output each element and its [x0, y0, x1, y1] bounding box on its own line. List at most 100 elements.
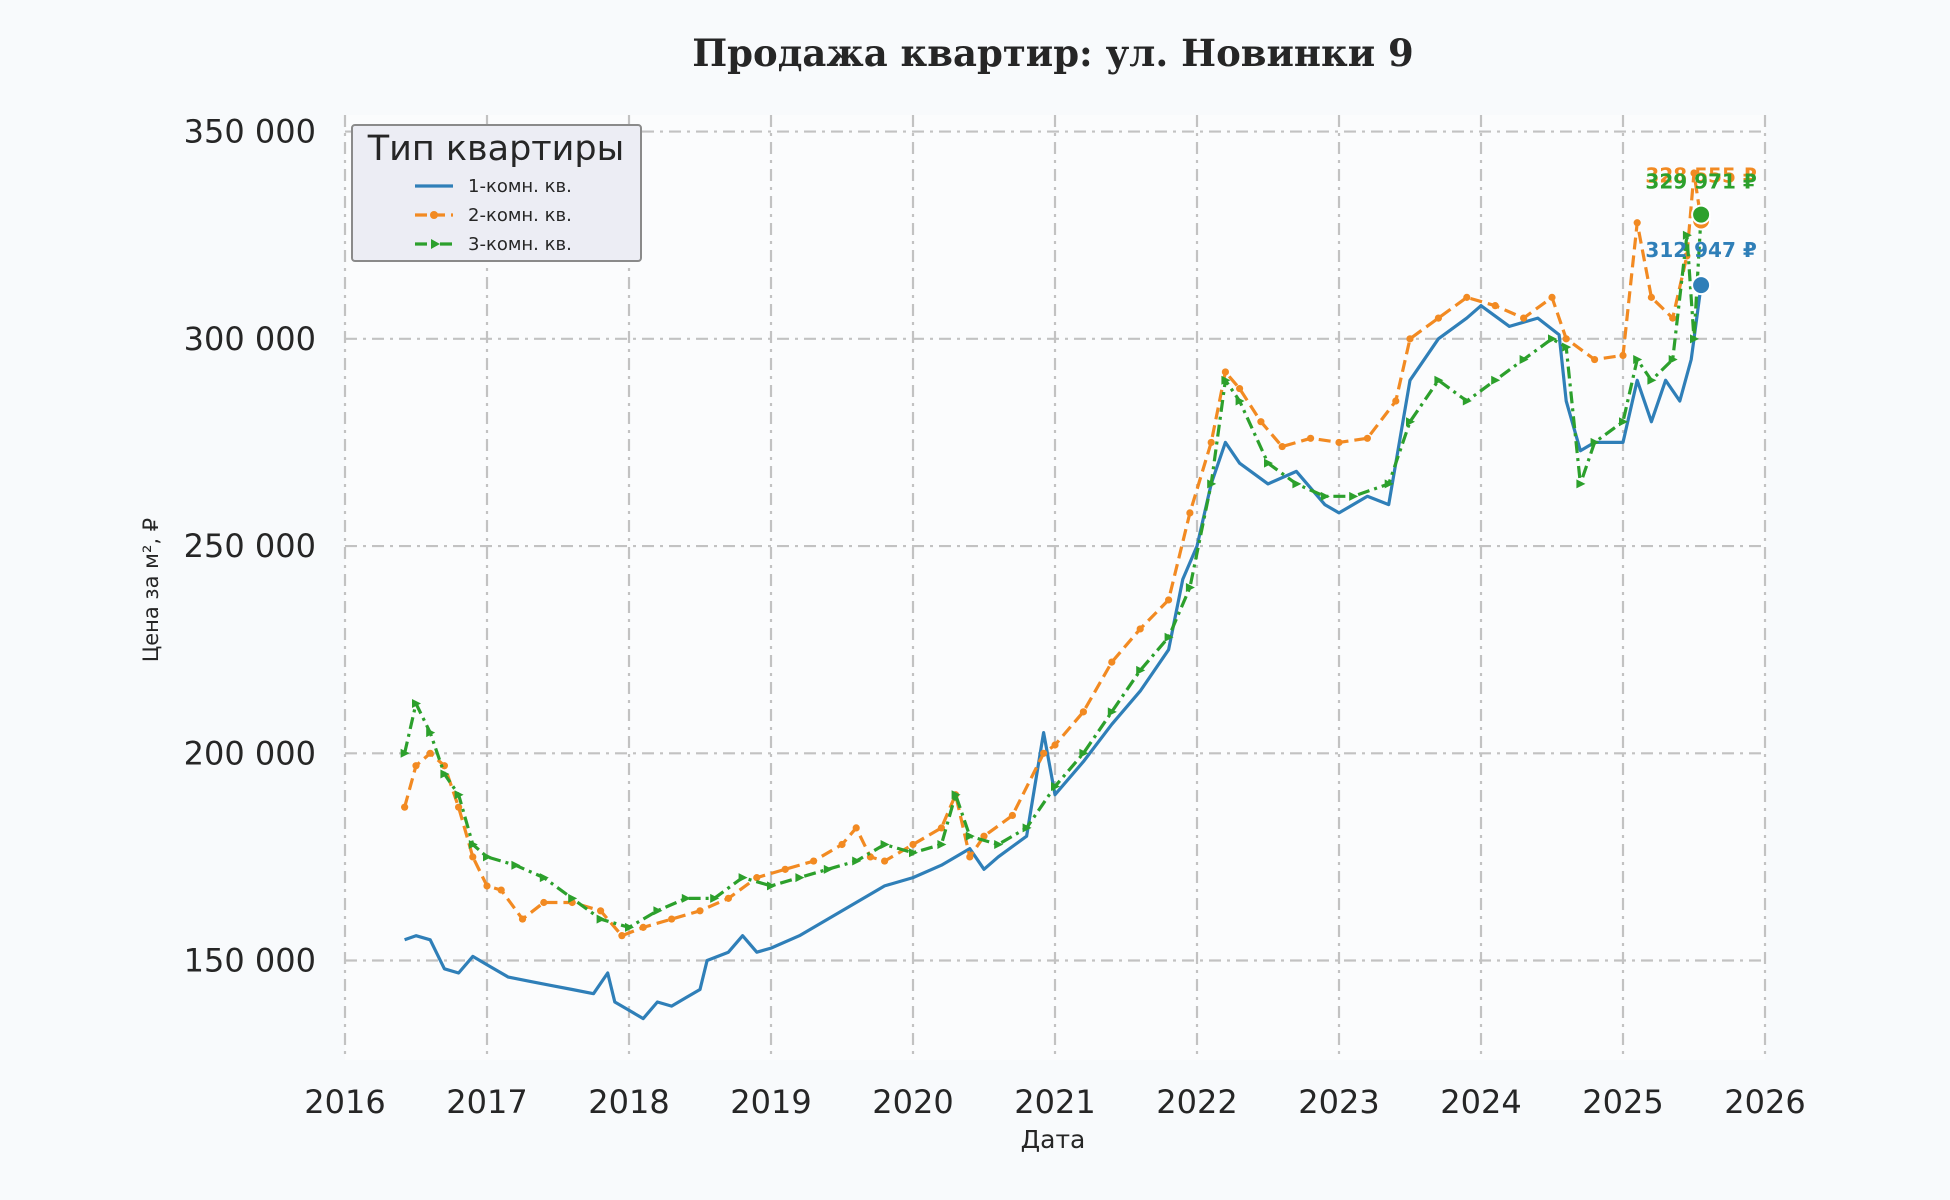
data-point: [1520, 314, 1528, 322]
data-point: [653, 906, 663, 916]
data-point: [518, 915, 527, 923]
series-lines: [400, 169, 1707, 1021]
data-point: [1591, 355, 1599, 364]
legend-label: 1-комн. кв.: [468, 176, 572, 197]
data-point: [1682, 230, 1692, 240]
y-tick-label: 200 000: [184, 734, 316, 772]
data-point: [966, 853, 974, 861]
data-point: [668, 915, 676, 923]
x-tick-label: 2026: [1724, 1083, 1805, 1121]
data-point: [937, 824, 946, 832]
data-point: [1548, 293, 1556, 301]
data-point: [1491, 302, 1499, 310]
x-axis-ticks: 2016 2017 2018 2019 2020 2021 2022 2023 2024 2025…: [304, 1083, 1805, 1121]
data-point: [1619, 417, 1628, 427]
data-point: [1647, 293, 1655, 301]
data-point: [1236, 384, 1244, 393]
data-point: [440, 762, 448, 770]
data-point: [1320, 491, 1330, 501]
y-tick-label: 350 000: [184, 113, 316, 151]
data-point: [412, 762, 420, 770]
data-point: [1491, 375, 1501, 385]
legend-entry: 2-комн. кв.: [415, 205, 572, 226]
legend-label: 3-комн. кв.: [468, 234, 572, 255]
data-point: [681, 893, 691, 903]
data-point: [881, 857, 889, 865]
data-point: [1462, 396, 1472, 406]
data-point: [767, 881, 776, 891]
data-point: [724, 894, 733, 902]
data-point: [426, 749, 434, 757]
x-tick-label: 2023: [1298, 1083, 1379, 1121]
legend: Тип квартиры 1-комн. кв. 2-комн. кв. 3-ком…: [351, 124, 642, 262]
data-point: [1434, 314, 1442, 322]
series-3: [400, 210, 1707, 932]
x-tick-label: 2022: [1156, 1083, 1237, 1121]
data-point: [469, 853, 477, 861]
legend-entries: 1-комн. кв. 2-комн. кв. 3-комн. кв.: [415, 176, 572, 255]
series-line: [403, 214, 1703, 930]
x-tick-label: 2016: [304, 1083, 385, 1121]
legend-title: Тип квартиры: [367, 129, 625, 169]
y-tick-label: 300 000: [184, 320, 316, 358]
data-point: [1136, 665, 1146, 675]
data-point: [1562, 342, 1572, 352]
data-point: [1307, 434, 1315, 442]
data-point: [1349, 491, 1359, 501]
series-endpoint: [1691, 204, 1712, 225]
x-tick-label: 2017: [446, 1083, 527, 1121]
data-point: [937, 839, 947, 849]
data-point: [1576, 479, 1586, 489]
data-point: [951, 790, 961, 800]
data-point: [539, 873, 549, 883]
series-line: [404, 284, 1703, 1021]
data-point: [852, 824, 860, 832]
legend-label: 2-комн. кв.: [468, 205, 572, 226]
data-point: [412, 699, 421, 709]
data-point: [1434, 375, 1444, 385]
data-point: [401, 803, 409, 811]
data-point: [440, 769, 450, 779]
x-tick-label: 2024: [1440, 1083, 1521, 1121]
data-point: [454, 790, 464, 800]
y-axis-label: Цена за м², ₽: [139, 518, 163, 662]
x-axis-label: Дата: [1021, 1125, 1086, 1154]
data-point: [965, 831, 975, 841]
data-point: [455, 803, 463, 811]
data-point: [483, 882, 491, 890]
data-point: [838, 840, 846, 849]
data-point: [1392, 397, 1400, 405]
data-point: [426, 728, 436, 738]
data-point: [1633, 219, 1641, 227]
data-point: [511, 860, 521, 870]
data-point: [1590, 437, 1600, 447]
data-point: [618, 932, 626, 940]
chart-title: Продажа квартир: ул. Новинки 9: [692, 31, 1414, 75]
legend-box: [351, 124, 642, 262]
data-point: [1406, 335, 1414, 343]
series-endpoint: [1691, 275, 1712, 296]
data-point: [1186, 509, 1194, 517]
data-point: [1519, 355, 1529, 365]
data-point: [625, 922, 634, 932]
series-end-label: 329 971 ₽: [1645, 170, 1756, 194]
data-point: [1463, 293, 1471, 301]
data-point: [468, 839, 478, 849]
data-point: [1008, 811, 1017, 820]
data-point: [1690, 169, 1698, 177]
data-point: [1548, 334, 1557, 344]
data-point: [1257, 418, 1265, 426]
data-point: [1221, 368, 1229, 376]
data-point: [1292, 479, 1302, 489]
series-endpoints: 312 947 ₽ 328 555 ₽329 971 ₽: [1645, 163, 1757, 296]
data-point: [1633, 355, 1643, 365]
data-point: [1264, 458, 1273, 468]
data-point: [497, 886, 505, 894]
data-point: [596, 914, 606, 924]
data-point: [1207, 438, 1215, 447]
data-point: [1107, 707, 1117, 717]
data-point: [753, 874, 761, 882]
data-point: [1363, 434, 1371, 442]
data-point: [1384, 479, 1394, 489]
x-tick-label: 2018: [588, 1083, 669, 1121]
